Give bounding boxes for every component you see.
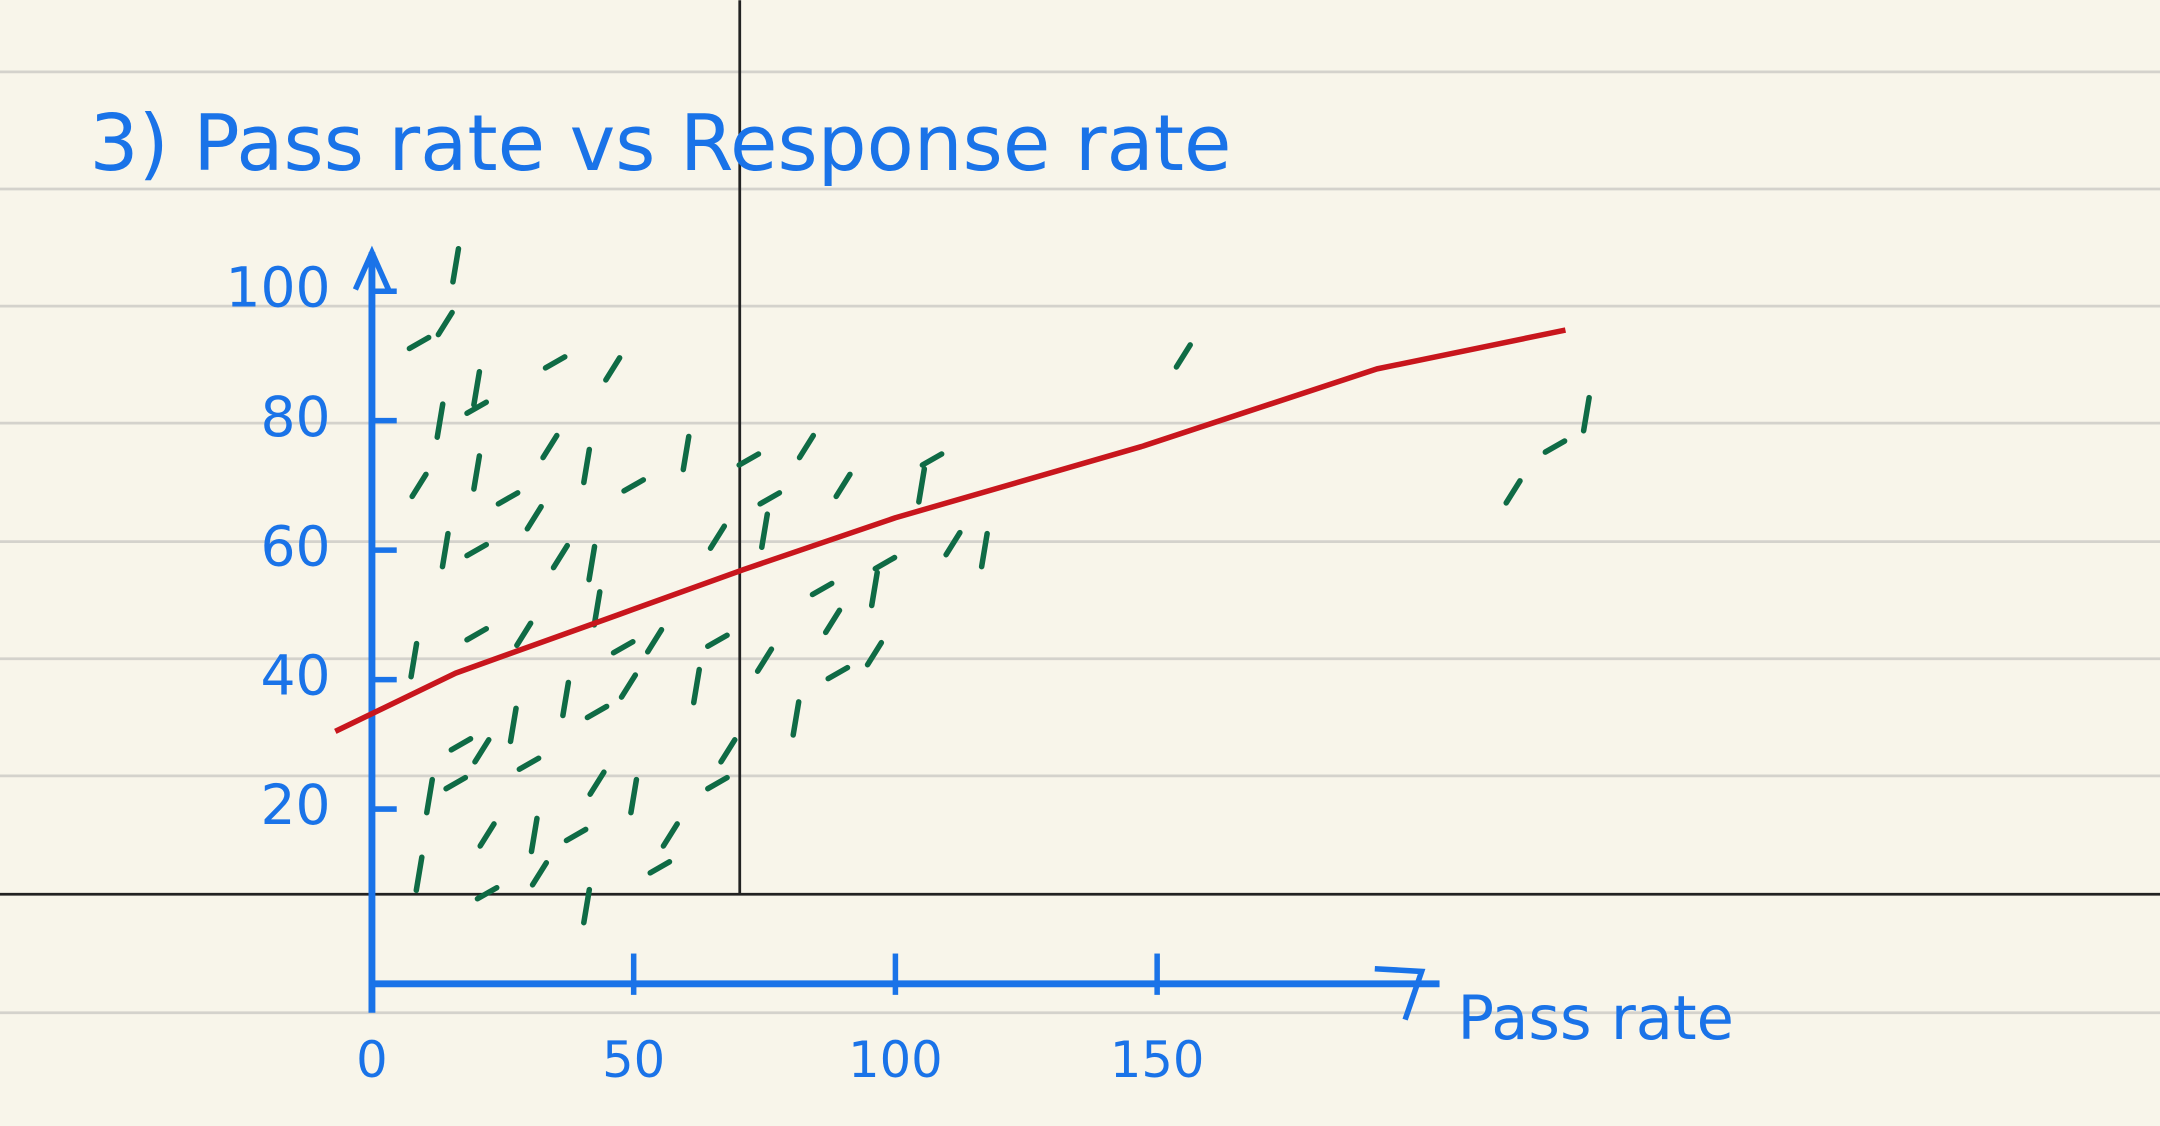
scatter-point (542, 354, 568, 371)
y-tick-label: 40 (261, 644, 331, 708)
y-tick-label: 100 (225, 255, 330, 319)
scatter-point (690, 666, 703, 706)
scatter-point (833, 471, 853, 500)
scatter-point (809, 580, 835, 598)
scatter-point (603, 355, 623, 383)
scatter-point (943, 529, 963, 558)
scatter-point (413, 854, 425, 894)
scatter-point (464, 541, 490, 559)
scatter-point (621, 477, 647, 494)
scatter-point (464, 399, 490, 416)
scatter-point (464, 626, 490, 643)
chart-title: 3) Pass rate vs Response rate (90, 99, 1232, 189)
x-axis-arrow (1374, 965, 1426, 1021)
scatter-point (644, 626, 665, 655)
scatter-point (443, 774, 469, 792)
scatter-point (872, 554, 898, 572)
scatter-point (581, 446, 593, 486)
y-tick-label: 60 (261, 514, 331, 578)
x-tick-label: 0 (356, 1031, 388, 1089)
scatter-point (560, 679, 572, 719)
scatter-point (978, 530, 990, 570)
scatter-point (680, 433, 692, 473)
x-tick-label: 150 (1110, 1031, 1205, 1089)
scatter-point (516, 755, 542, 773)
x-axis-label: Pass rate (1457, 984, 1734, 1054)
scatter-point (472, 737, 492, 765)
scatter-point (471, 369, 483, 408)
scatter-point (524, 503, 544, 532)
scatter-point (514, 620, 534, 649)
scatter-point (790, 699, 802, 738)
x-tick-label: 50 (602, 1031, 665, 1089)
scatter-point (581, 886, 593, 926)
scatter-point (1580, 394, 1592, 434)
scatter-point (586, 543, 598, 583)
scatter-point (919, 451, 945, 468)
scatter-point (474, 884, 500, 902)
scatter-point (705, 774, 730, 792)
scatter-point (591, 589, 603, 628)
scatter-point (759, 511, 771, 550)
scatter-point (618, 672, 639, 700)
scatter-point (424, 776, 436, 816)
scatter-point (408, 640, 420, 680)
scatter-point (529, 860, 550, 888)
y-axis-arrow (352, 245, 391, 291)
scatter-point (825, 664, 851, 682)
scatter-point (495, 490, 521, 507)
scatter-point (435, 309, 455, 338)
scatter-point (796, 432, 817, 461)
scatter-point (864, 639, 885, 668)
scatter-point (584, 703, 610, 721)
scatter-point (705, 632, 730, 650)
scatter-point (434, 401, 446, 440)
scatter-point (628, 776, 640, 816)
scatter-point (916, 466, 928, 505)
scatter-point (1503, 478, 1523, 506)
scatter-point (660, 821, 680, 849)
scatter-point (406, 334, 432, 352)
scatter-point (507, 705, 519, 745)
scatter-point (540, 432, 560, 461)
scatter-point (736, 451, 762, 468)
scatter-point (528, 815, 540, 855)
scatter-point (587, 769, 607, 797)
scatter-point (471, 453, 483, 492)
scatter-point (754, 646, 775, 674)
scatter-point (707, 523, 728, 551)
scatter-point (1173, 342, 1193, 370)
scatter-point (822, 607, 843, 636)
scatter-point (718, 737, 738, 765)
scatter-point (563, 826, 589, 844)
paper-rules (0, 0, 2160, 1015)
y-tick-label: 80 (261, 385, 331, 449)
scatter-point (757, 490, 783, 507)
scatter-point (448, 736, 474, 753)
trend-line (334, 327, 1567, 734)
x-tick-label: 100 (848, 1031, 943, 1089)
scatter-point (647, 859, 673, 876)
y-tick-label: 20 (261, 773, 331, 837)
scatter-point (610, 638, 636, 656)
scatter-point (450, 246, 462, 285)
scatter-point (409, 471, 429, 500)
scatter-point (1542, 438, 1568, 455)
scatter-point (868, 569, 880, 609)
scatter-point (477, 821, 497, 849)
scatter-point (439, 530, 451, 570)
scatter-point (550, 542, 571, 571)
